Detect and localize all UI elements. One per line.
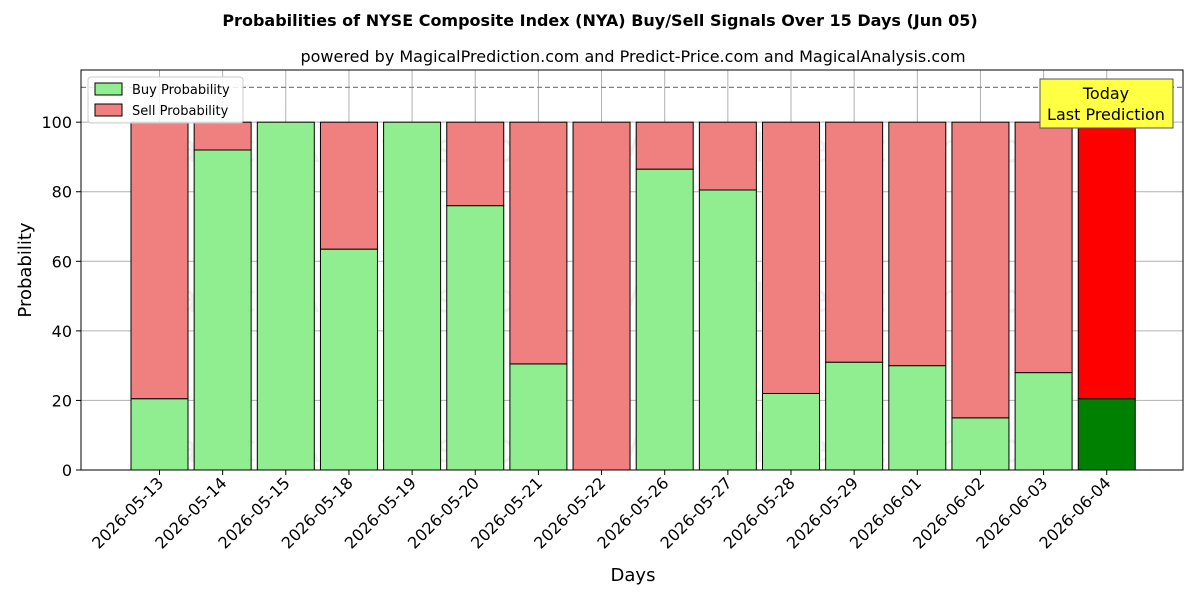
bar-sell bbox=[572, 121, 631, 471]
legend: Buy Probability Sell Probability bbox=[87, 76, 244, 124]
annotation-line-2: Last Prediction bbox=[1047, 105, 1165, 124]
bar-buy bbox=[193, 149, 252, 471]
chart-title: Probabilities of NYSE Composite Index (N… bbox=[222, 11, 977, 30]
x-axis-label: Days bbox=[611, 565, 656, 586]
bar-buy bbox=[1014, 372, 1073, 471]
y-tick-label: 20 bbox=[52, 391, 72, 410]
bar-buy bbox=[635, 168, 694, 471]
bar-sell bbox=[762, 121, 820, 394]
legend-label-sell: Sell Probability bbox=[132, 104, 229, 119]
chart-subtitle: powered by MagicalPrediction.com and Pre… bbox=[300, 47, 965, 66]
bar-buy bbox=[951, 417, 1010, 471]
bar-buy bbox=[825, 361, 884, 471]
bar-sell bbox=[951, 121, 1010, 419]
y-axis-label: Probability bbox=[15, 222, 36, 317]
bar-buy bbox=[509, 363, 568, 471]
bar-sell bbox=[193, 121, 252, 151]
legend-box bbox=[87, 76, 244, 124]
bar-buy bbox=[256, 121, 315, 471]
bar-buy bbox=[383, 121, 442, 471]
bar-sell bbox=[509, 121, 568, 365]
bar-buy bbox=[1077, 398, 1136, 471]
bar-sell bbox=[1014, 121, 1073, 374]
y-axis-ticks: 0 20 40 60 80 100 bbox=[41, 113, 81, 480]
bars bbox=[130, 121, 1136, 471]
bar-sell bbox=[446, 121, 505, 207]
y-tick-label: 0 bbox=[62, 461, 72, 480]
plot-frame bbox=[80, 69, 1184, 471]
bar-sell bbox=[635, 121, 694, 170]
bar-sell bbox=[698, 121, 757, 191]
annotation-box bbox=[1039, 78, 1174, 129]
bar-buy bbox=[130, 398, 189, 471]
y-tick-label: 80 bbox=[52, 183, 72, 202]
bar-sell bbox=[130, 121, 189, 400]
bar-buy bbox=[698, 189, 757, 471]
legend-swatch-buy bbox=[94, 82, 123, 96]
bar-sell bbox=[825, 121, 884, 363]
y-tick-label: 60 bbox=[52, 252, 72, 271]
legend-swatch-sell bbox=[94, 103, 123, 117]
bar-buy bbox=[446, 205, 505, 471]
y-tick-label: 40 bbox=[52, 322, 72, 341]
bar-buy bbox=[762, 392, 820, 471]
legend-label-buy: Buy Probability bbox=[132, 83, 230, 98]
today-annotation: Today Last Prediction bbox=[1039, 78, 1174, 129]
bar-buy bbox=[319, 248, 378, 471]
y-tick-label: 100 bbox=[41, 113, 72, 132]
bar-sell bbox=[319, 121, 378, 250]
annotation-line-1: Today bbox=[1082, 84, 1129, 103]
bar-sell bbox=[1077, 121, 1136, 400]
bar-sell bbox=[888, 121, 947, 367]
bar-buy bbox=[888, 365, 947, 471]
